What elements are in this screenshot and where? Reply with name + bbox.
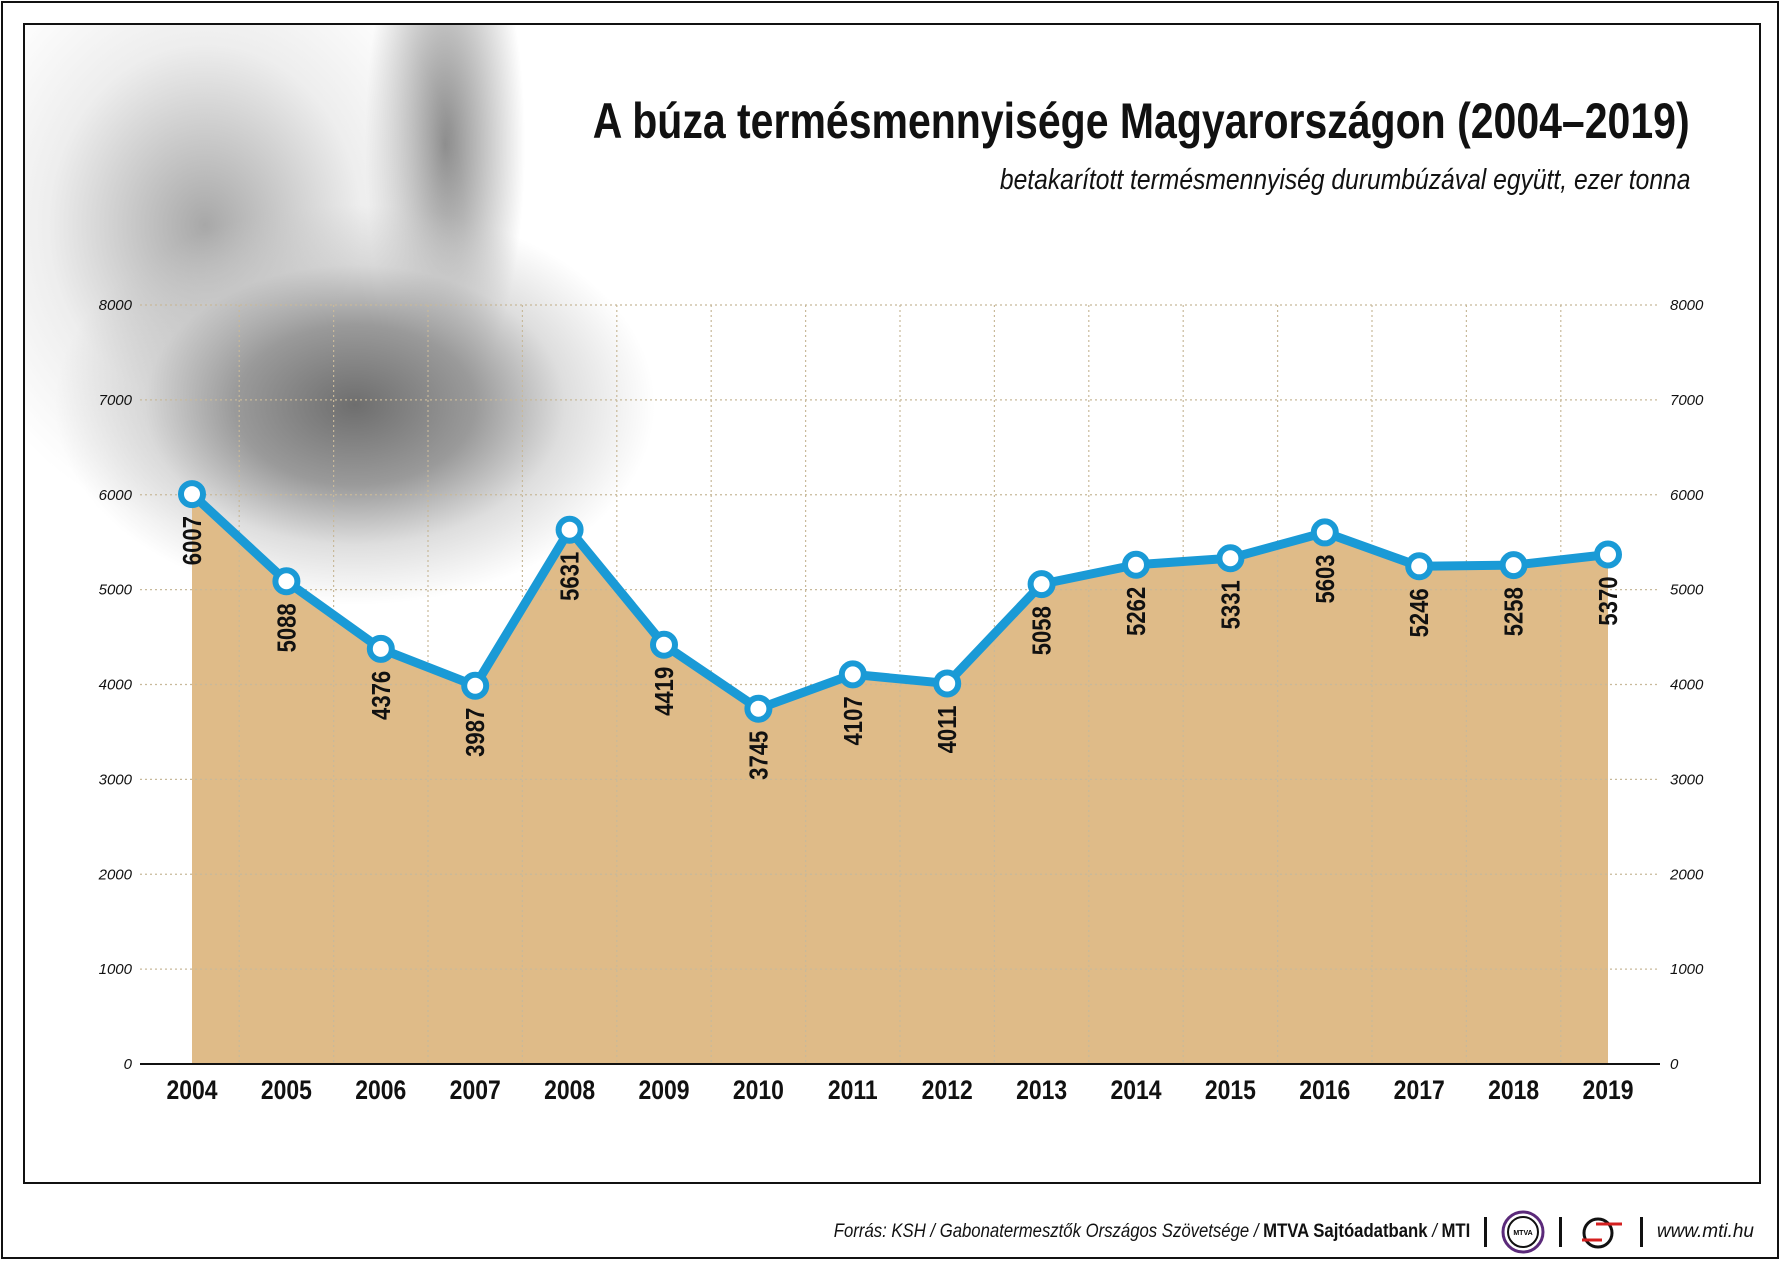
y-tick-right: 8000 xyxy=(1670,297,1704,314)
data-point xyxy=(1499,551,1528,580)
footer: Forrás: KSH / Gabonatermesztők Országos … xyxy=(747,1210,1754,1254)
y-tick-left: 6000 xyxy=(99,487,133,504)
y-tick-left: 4000 xyxy=(99,677,133,694)
source-prefix: Forrás: KSH / Gabonatermesztők Országos … xyxy=(833,1221,1263,1242)
x-tick-label: 2007 xyxy=(450,1075,501,1105)
data-point xyxy=(1027,570,1056,599)
website-url: www.mti.hu xyxy=(1656,1221,1754,1242)
source-text: Forrás: KSH / Gabonatermesztők Országos … xyxy=(833,1221,1470,1243)
data-label: 4376 xyxy=(367,671,396,720)
x-tick-label: 2011 xyxy=(828,1075,878,1105)
data-point xyxy=(178,480,206,509)
source-sep: / xyxy=(1427,1221,1442,1242)
data-label: 5331 xyxy=(1217,580,1246,629)
data-label: 5262 xyxy=(1122,587,1151,636)
y-tick-right: 1000 xyxy=(1670,961,1704,978)
data-label: 6007 xyxy=(178,516,207,565)
x-tick-label: 2009 xyxy=(638,1075,689,1105)
data-point xyxy=(461,671,490,700)
x-tick-label: 2005 xyxy=(261,1075,312,1105)
x-tick-label: 2016 xyxy=(1299,1075,1350,1105)
data-point xyxy=(1122,550,1150,579)
x-tick-label: 2013 xyxy=(1016,1075,1067,1105)
data-point xyxy=(1594,540,1622,569)
x-tick-label: 2008 xyxy=(544,1075,595,1105)
data-point xyxy=(1310,518,1339,547)
x-tick-label: 2014 xyxy=(1110,1075,1161,1105)
data-point xyxy=(1405,552,1434,581)
y-tick-left: 0 xyxy=(124,1056,133,1073)
data-label: 3987 xyxy=(462,708,491,757)
y-tick-left: 3000 xyxy=(99,771,133,788)
data-point xyxy=(650,630,678,659)
y-tick-right: 5000 xyxy=(1670,582,1704,599)
data-point xyxy=(1216,544,1245,573)
mtva-logo-icon: MTVA xyxy=(1501,1210,1545,1254)
y-tick-right: 3000 xyxy=(1670,771,1704,788)
y-tick-right: 6000 xyxy=(1670,487,1704,504)
data-label: 4011 xyxy=(934,705,963,753)
separator xyxy=(1639,1217,1643,1247)
data-label: 5631 xyxy=(556,552,585,601)
x-tick-label: 2019 xyxy=(1582,1075,1633,1105)
y-tick-left: 1000 xyxy=(99,961,133,978)
series-line xyxy=(188,490,1609,714)
y-tick-left: 2000 xyxy=(98,866,133,883)
data-point xyxy=(272,567,301,596)
chart-title: A búza termésmennyisége Magyarországon (… xyxy=(593,93,1690,149)
separator xyxy=(1483,1217,1487,1247)
data-point xyxy=(555,515,584,544)
x-tick-label: 2017 xyxy=(1394,1075,1445,1105)
data-label: 5058 xyxy=(1028,606,1057,655)
mtva-logo-text: MTVA xyxy=(1513,1230,1532,1237)
source-bold2: MTI xyxy=(1441,1221,1470,1242)
data-point xyxy=(933,669,962,698)
y-tick-right: 2000 xyxy=(1669,866,1704,883)
data-point xyxy=(744,694,773,723)
x-tick-label: 2015 xyxy=(1205,1075,1256,1105)
x-tick-label: 2012 xyxy=(922,1075,973,1105)
y-tick-right: 4000 xyxy=(1670,677,1704,694)
x-tick-label: 2006 xyxy=(355,1075,406,1105)
x-tick-label: 2010 xyxy=(733,1075,784,1105)
y-tick-right: 7000 xyxy=(1670,392,1704,409)
data-point xyxy=(838,660,867,689)
separator xyxy=(1558,1217,1562,1247)
x-tick-label: 2004 xyxy=(166,1075,217,1105)
data-label: 5088 xyxy=(273,603,302,652)
data-point xyxy=(366,634,395,663)
source-bold: MTVA Sajtóadatbank xyxy=(1262,1221,1428,1242)
mti-logo-icon xyxy=(1581,1217,1622,1249)
data-label: 5370 xyxy=(1594,577,1623,626)
y-tick-right: 0 xyxy=(1670,1056,1679,1073)
y-tick-left: 8000 xyxy=(99,297,133,314)
data-label: 5258 xyxy=(1500,587,1529,636)
y-tick-left: 7000 xyxy=(99,392,133,409)
x-tick-label: 2018 xyxy=(1488,1075,1539,1105)
data-label: 4107 xyxy=(839,696,868,745)
data-label: 5246 xyxy=(1406,588,1435,637)
data-label: 5603 xyxy=(1311,554,1340,603)
data-label: 3745 xyxy=(745,731,774,780)
y-tick-left: 5000 xyxy=(99,582,133,599)
chart-subtitle: betakarított termésmennyiség durumbúzáva… xyxy=(999,164,1690,196)
data-label: 4419 xyxy=(650,667,679,716)
